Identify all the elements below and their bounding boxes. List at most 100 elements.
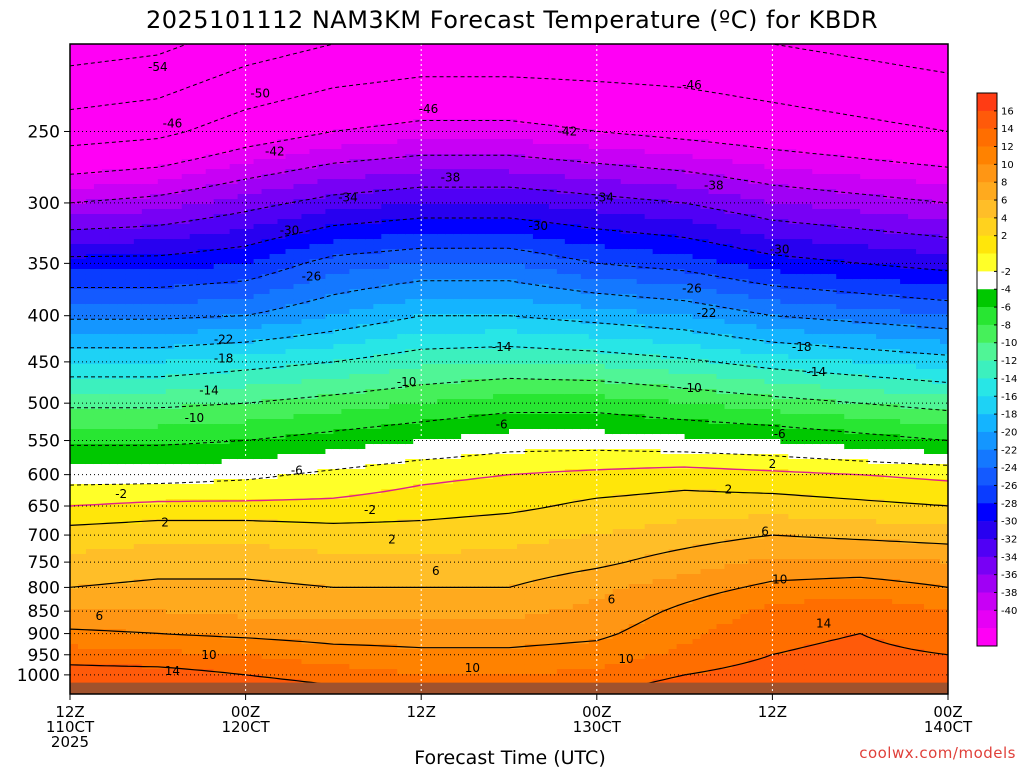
field-cell (349, 559, 358, 565)
field-cell (93, 249, 103, 255)
field-cell (261, 659, 271, 665)
field-cell (333, 619, 342, 625)
field-cell (189, 639, 199, 645)
field-cell (237, 619, 247, 625)
field-cell (309, 304, 319, 310)
field-cell (301, 509, 311, 515)
field-cell (333, 364, 342, 370)
field-cell (301, 49, 311, 55)
field-cell (141, 179, 151, 185)
field-cell (333, 419, 342, 425)
field-cell (101, 154, 111, 160)
field-cell (85, 654, 95, 660)
field-cell (117, 249, 127, 255)
field-cell (77, 419, 87, 425)
field-cell (229, 479, 239, 485)
field-cell (301, 549, 311, 555)
field-cell (309, 74, 319, 80)
field-cell (117, 334, 127, 340)
field-cell (245, 469, 255, 475)
field-cell (285, 344, 295, 350)
field-cell (70, 424, 79, 430)
field-cell (77, 664, 87, 670)
field-cell (165, 229, 175, 235)
field-cell (301, 489, 311, 495)
field-cell (277, 174, 287, 180)
field-cell (325, 89, 334, 95)
field-cell (245, 44, 255, 50)
field-cell (325, 459, 334, 465)
field-cell (109, 599, 119, 605)
field-cell (301, 634, 311, 640)
field-cell (77, 114, 87, 120)
field-cell (293, 599, 303, 605)
field-cell (181, 389, 191, 395)
field-cell (189, 109, 199, 115)
field-cell (309, 639, 319, 645)
field-cell (349, 374, 358, 380)
field-cell (341, 464, 350, 470)
field-cell (125, 214, 135, 220)
field-cell (101, 289, 111, 295)
field-cell (189, 489, 199, 495)
field-cell (253, 309, 263, 315)
field-cell (213, 644, 223, 650)
field-cell (133, 394, 143, 400)
field-cell (165, 319, 175, 325)
field-cell (70, 289, 79, 295)
field-cell (93, 354, 103, 360)
field-cell (325, 294, 334, 300)
field-cell (261, 534, 271, 540)
field-cell (141, 274, 151, 280)
field-cell (77, 279, 87, 285)
field-cell (325, 59, 334, 65)
field-cell (133, 259, 143, 265)
field-cell (245, 509, 255, 515)
field-cell (189, 254, 199, 260)
field-cell (285, 569, 295, 575)
field-cell (365, 219, 374, 225)
field-cell (205, 639, 215, 645)
field-cell (117, 44, 127, 50)
field-cell (165, 64, 175, 70)
field-cell (70, 574, 79, 580)
field-cell (173, 669, 183, 675)
field-cell (181, 604, 191, 610)
field-cell (213, 104, 223, 110)
field-cell (197, 479, 207, 485)
field-cell (133, 314, 143, 320)
field-cell (181, 619, 191, 625)
field-cell (165, 574, 175, 580)
field-cell (141, 514, 151, 520)
field-cell (229, 454, 239, 460)
field-cell (213, 404, 223, 410)
field-cell (197, 349, 207, 355)
field-cell (109, 89, 119, 95)
field-cell (141, 289, 151, 295)
field-cell (357, 344, 366, 350)
field-cell (109, 349, 119, 355)
field-cell (373, 94, 382, 100)
field-cell (229, 84, 239, 90)
field-cell (181, 509, 191, 515)
field-cell (277, 89, 287, 95)
field-cell (133, 494, 143, 500)
field-cell (285, 129, 295, 135)
field-cell (261, 239, 271, 245)
field-cell (237, 544, 247, 550)
field-cell (309, 294, 319, 300)
field-cell (221, 109, 231, 115)
field-cell (141, 149, 151, 155)
field-cell (93, 514, 103, 520)
field-cell (325, 164, 334, 170)
field-cell (189, 84, 199, 90)
field-cell (85, 574, 95, 580)
field-cell (229, 184, 239, 190)
field-cell (317, 514, 327, 520)
field-cell (269, 599, 279, 605)
field-cell (70, 389, 79, 395)
field-cell (325, 309, 334, 315)
field-cell (133, 404, 143, 410)
field-cell (293, 64, 303, 70)
field-cell (70, 484, 79, 490)
